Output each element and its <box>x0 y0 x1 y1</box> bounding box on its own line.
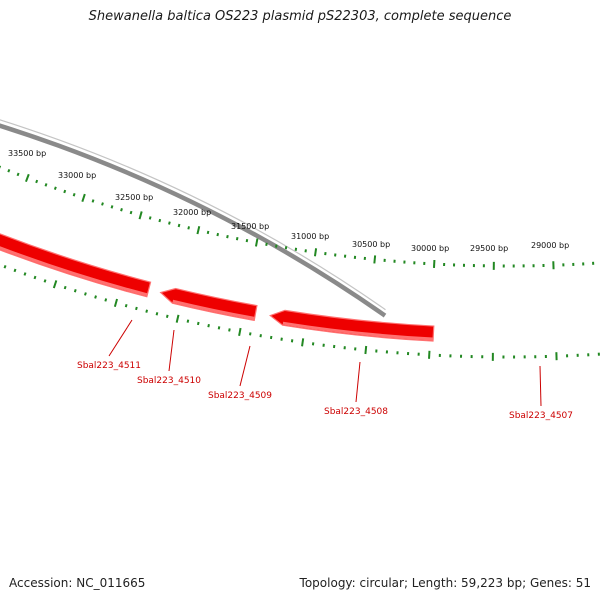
ruler-tick <box>43 279 47 283</box>
ruler-tick <box>91 199 95 203</box>
ruler-tick <box>364 345 368 355</box>
gene-leader-line <box>539 365 542 407</box>
gene-arrow <box>269 309 435 342</box>
ruler-tick <box>245 238 249 243</box>
gene-arrow <box>159 287 258 322</box>
ruler-label: 29500 bp <box>470 244 508 253</box>
gene-arrow <box>0 233 152 298</box>
ruler-tick <box>135 306 138 311</box>
ruler-tick <box>53 186 57 190</box>
ruler-tick <box>94 295 97 299</box>
ruler-label: 30500 bp <box>352 240 390 249</box>
ruler-outer <box>0 165 595 270</box>
ruler-label: 33500 bp <box>8 149 46 158</box>
ruler-tick <box>33 275 37 280</box>
ruler-label: 30000 bp <box>411 244 449 253</box>
ruler-tick <box>113 298 119 307</box>
ruler-tick <box>73 289 77 293</box>
ruler-tick <box>275 244 278 248</box>
ruler-tick <box>13 268 17 273</box>
ruler-tick <box>25 173 30 183</box>
ruler-tick <box>186 319 190 323</box>
ruler-tick <box>254 238 259 247</box>
ruler-tick <box>35 179 39 184</box>
ruler-tick <box>313 248 318 257</box>
ruler-tick <box>129 210 133 215</box>
gene-label: Sbal223_4509 <box>208 391 272 401</box>
ruler-tick <box>228 328 231 332</box>
ruler-tick <box>249 332 252 336</box>
ruler-tick <box>238 327 242 337</box>
ruler-tick <box>145 309 149 313</box>
ruler-tick <box>177 223 181 228</box>
ruler-tick <box>217 326 221 330</box>
ruler-tick <box>3 265 7 269</box>
ruler-tick <box>72 192 76 197</box>
ruler-tick <box>158 218 162 223</box>
ruler-tick <box>138 211 143 220</box>
backbone-outer-line <box>0 123 387 318</box>
gene-arrow-shade <box>0 246 148 297</box>
gene-track <box>0 233 435 342</box>
gene-leader-line <box>239 345 251 387</box>
ruler-tick <box>175 314 180 323</box>
ruler-label: 32500 bp <box>115 193 153 202</box>
gene-label: Sbal223_4510 <box>137 376 201 386</box>
ruler-label: 32000 bp <box>173 208 211 217</box>
ruler-tick <box>84 292 87 296</box>
ruler-tick <box>155 312 159 316</box>
ruler-tick <box>187 226 191 230</box>
ruler-tick <box>226 234 229 239</box>
ruler-tick <box>124 304 128 308</box>
ruler-label: 31500 bp <box>231 222 269 231</box>
ruler-tick <box>196 226 201 235</box>
ruler-tick <box>216 232 220 237</box>
ruler-tick <box>168 221 171 225</box>
ruler-tick <box>104 298 108 302</box>
ruler-tick <box>23 272 27 276</box>
ruler-label: 31000 bp <box>291 232 329 241</box>
gene-arrow-shade <box>282 321 434 341</box>
backbone-inner-line <box>0 119 386 311</box>
ruler-tick <box>265 242 268 246</box>
ruler-tick <box>7 169 11 173</box>
map-title: Shewanella baltica OS223 plasmid pS22303… <box>88 9 512 24</box>
ruler-tick <box>63 189 67 194</box>
ruler-label: 29000 bp <box>531 241 569 250</box>
ruler-tick <box>206 230 210 235</box>
gene-arrow-shade <box>172 299 255 320</box>
ruler-tick <box>259 334 262 338</box>
gene-leader-line <box>108 319 133 357</box>
ruler-tick <box>165 314 169 319</box>
gene-label: Sbal223_4508 <box>324 407 388 417</box>
ruler-tick <box>373 255 377 264</box>
ruler-tick <box>101 202 104 206</box>
ruler-tick <box>52 280 58 289</box>
ruler-inner <box>3 265 600 361</box>
ruler-tick <box>63 285 67 290</box>
gene-leader-line <box>168 329 175 372</box>
ruler-tick <box>301 338 305 347</box>
ruler-tick <box>148 216 152 220</box>
ruler-tick <box>235 237 239 241</box>
ruler-tick <box>16 172 20 177</box>
topology-summary: Topology: circular; Length: 59,223 bp; G… <box>299 576 591 590</box>
gene-label: Sbal223_4511 <box>77 361 141 371</box>
ruler-tick <box>196 321 200 326</box>
ruler-tick <box>120 208 123 212</box>
ruler-tick <box>207 324 210 328</box>
accession-label: Accession: NC_011665 <box>9 576 146 590</box>
gene-label: Sbal223_4507 <box>509 411 573 421</box>
gene-leader-line <box>355 361 361 403</box>
ruler-tick <box>110 205 114 209</box>
ruler-tick <box>81 193 86 202</box>
ruler-tick <box>44 183 48 187</box>
ruler-label: 33000 bp <box>58 171 96 180</box>
